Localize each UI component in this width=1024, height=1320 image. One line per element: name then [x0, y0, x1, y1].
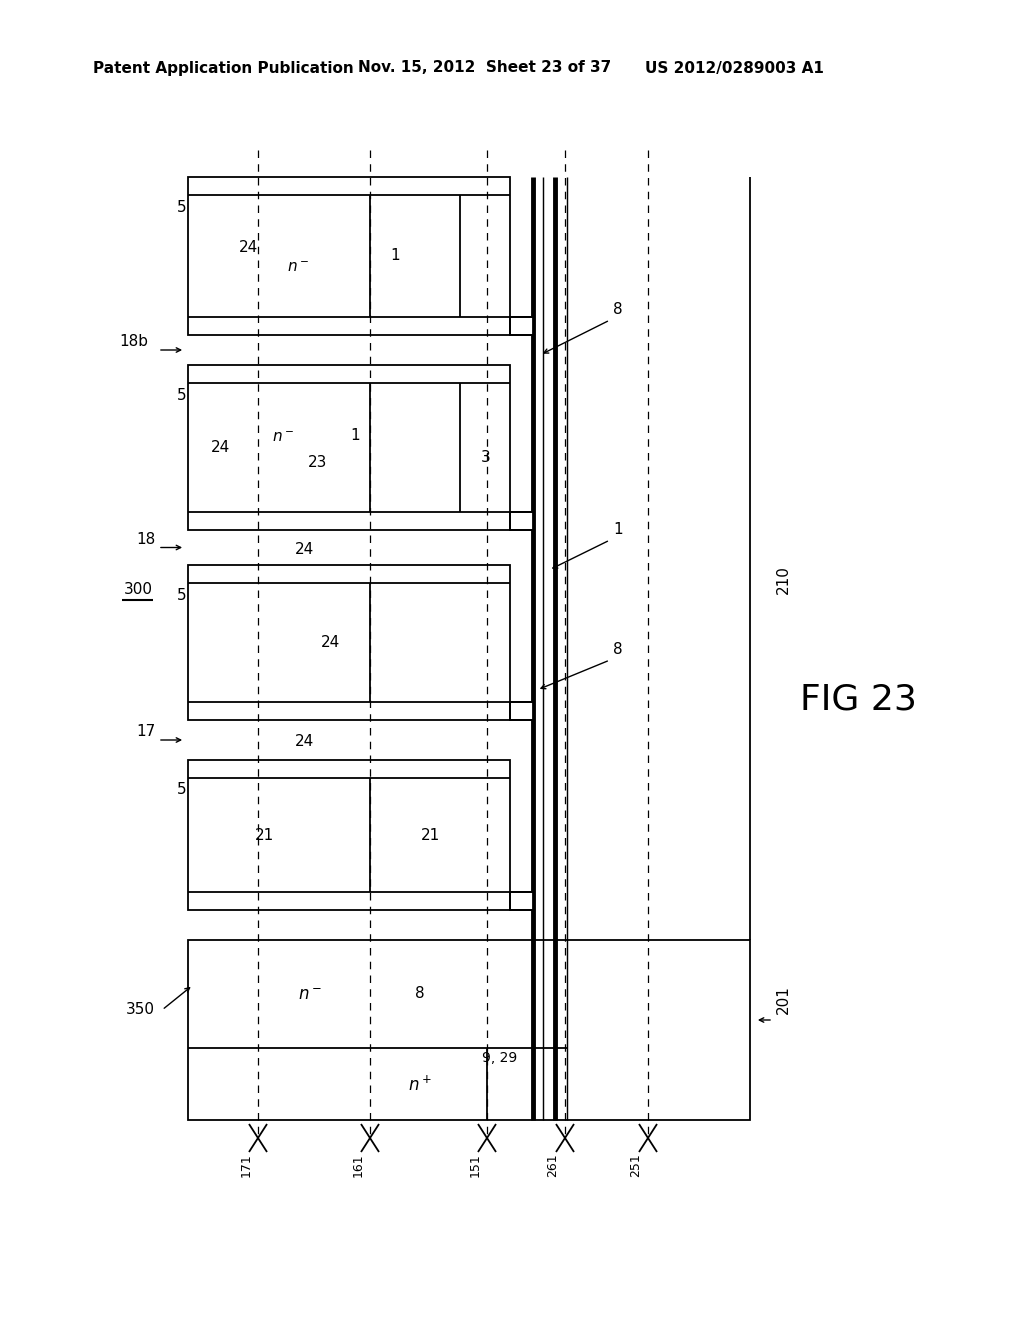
Text: 251: 251	[630, 1154, 642, 1177]
Bar	[188, 366, 510, 531]
Text: 5: 5	[177, 388, 186, 403]
Text: 18b: 18b	[119, 334, 148, 350]
Text: 21: 21	[421, 828, 439, 842]
Text: 9, 29: 9, 29	[482, 1051, 517, 1065]
Text: Patent Application Publication: Patent Application Publication	[93, 61, 353, 75]
Text: 161: 161	[351, 1154, 365, 1177]
Bar	[510, 317, 534, 335]
Bar	[510, 702, 534, 719]
Bar	[510, 512, 534, 531]
Text: 8: 8	[415, 986, 425, 1002]
Bar	[188, 565, 510, 719]
Text: 24: 24	[321, 635, 340, 649]
Text: 201: 201	[775, 986, 791, 1015]
Text: $n^+$: $n^+$	[408, 1076, 432, 1094]
Text: 350: 350	[126, 1002, 155, 1018]
Text: 24: 24	[210, 440, 229, 455]
Text: US 2012/0289003 A1: US 2012/0289003 A1	[645, 61, 824, 75]
Text: 18: 18	[137, 532, 156, 546]
Text: 24: 24	[295, 734, 314, 750]
Text: 5: 5	[177, 587, 186, 602]
Bar	[188, 760, 510, 909]
Text: $n^-$: $n^-$	[298, 986, 323, 1005]
Text: Nov. 15, 2012  Sheet 23 of 37: Nov. 15, 2012 Sheet 23 of 37	[358, 61, 611, 75]
Text: $n^-$: $n^-$	[287, 260, 309, 276]
Text: FIG 23: FIG 23	[800, 682, 916, 717]
Bar	[188, 177, 510, 335]
Text: 8: 8	[613, 302, 623, 318]
Text: 261: 261	[547, 1154, 559, 1177]
Text: 300: 300	[124, 582, 153, 598]
Bar	[510, 892, 534, 909]
Text: 171: 171	[240, 1154, 253, 1177]
Text: 1: 1	[390, 248, 399, 264]
Text: 1: 1	[613, 523, 623, 537]
Text: 23: 23	[308, 455, 328, 470]
Text: 21: 21	[255, 828, 274, 842]
Text: 24: 24	[295, 543, 314, 557]
Bar	[188, 940, 750, 1119]
Text: 1: 1	[350, 428, 359, 444]
Text: 151: 151	[469, 1154, 481, 1177]
Text: 17: 17	[137, 725, 156, 739]
Text: 24: 24	[239, 240, 258, 256]
Text: 3: 3	[481, 450, 490, 465]
Text: 8: 8	[613, 643, 623, 657]
Text: $n^-$: $n^-$	[271, 430, 294, 445]
Text: 5: 5	[177, 199, 186, 214]
Text: 5: 5	[177, 783, 186, 797]
Text: 210: 210	[775, 565, 791, 594]
